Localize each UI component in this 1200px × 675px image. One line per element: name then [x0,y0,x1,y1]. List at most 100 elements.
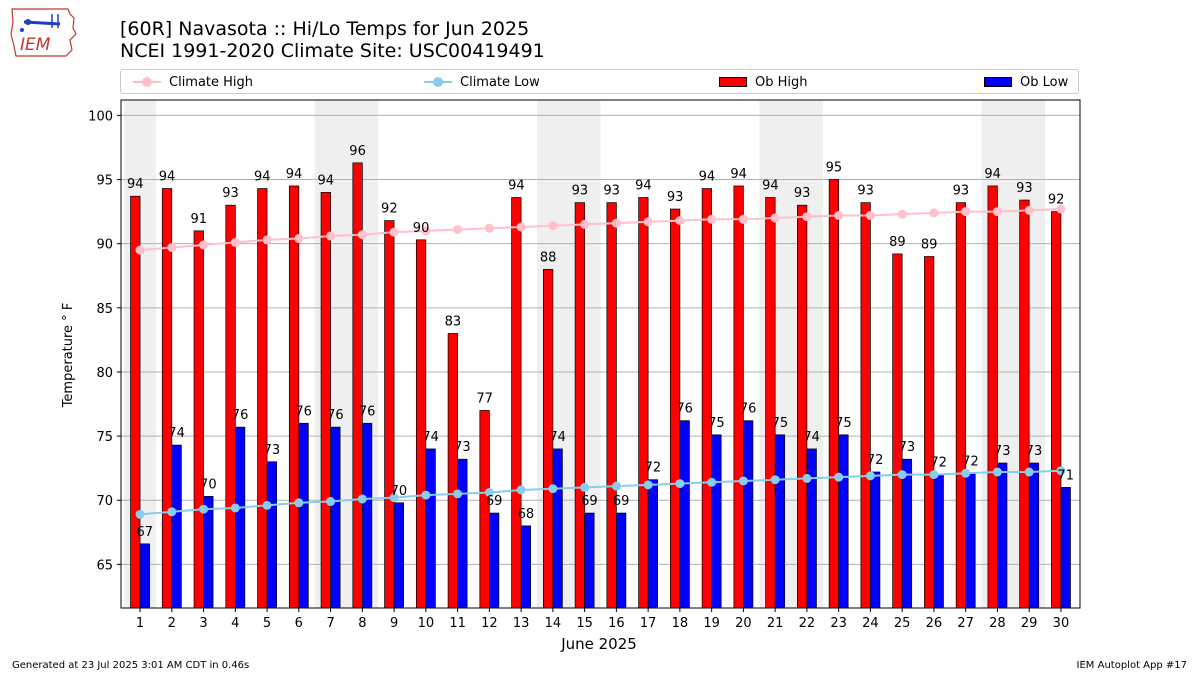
ob-low-bar [298,422,309,609]
x-tick-label: 14 [545,616,562,631]
ob-high-label: 93 [794,186,811,201]
x-tick-label: 21 [767,616,784,631]
ob-high-label: 93 [667,190,684,205]
ob-high-bar [670,208,681,609]
climate-low-point [738,476,748,486]
ob-low-label: 73 [264,443,281,458]
climate-high-point [580,219,590,229]
ob-high-bar [161,188,173,609]
chart-title: [60R] Navasota :: Hi/Lo Temps for Jun 20… [120,18,545,62]
y-tick-label: 85 [96,302,113,317]
climate-low-point [389,493,399,503]
ob-low-bar [520,525,531,609]
ob-high-bar [797,204,808,609]
title-line-1: [60R] Navasota :: Hi/Lo Temps for Jun 20… [120,18,530,40]
ob-high-label: 93 [953,184,970,199]
ob-low-bar [711,434,722,609]
ob-low-bar [838,434,849,609]
climate-low-line [139,469,1061,516]
ob-low-bar [933,474,944,609]
x-tick-label: 6 [295,616,303,631]
x-tick-label: 20 [735,616,752,631]
ob-high-label: 94 [762,178,779,193]
x-tick-label: 4 [231,616,239,631]
x-tick-label: 13 [513,616,530,631]
y-tick-label: 95 [96,174,113,189]
climate-low-swatch [424,74,452,90]
x-tick-label: 5 [263,616,271,631]
ob-high-bar [225,204,236,609]
x-tick-label: 28 [989,616,1006,631]
ob-high-label: 94 [984,167,1001,182]
ob-low-label: 75 [708,416,725,431]
ob-high-label: 90 [413,221,430,236]
ob-high-bar [701,188,712,609]
ob-low-bar [870,471,881,609]
ob-high-bar [924,256,935,609]
climate-low-point [643,480,653,490]
climate-high-point [453,225,463,235]
ob-high-label: 94 [635,178,652,193]
legend-item-climate-high: Climate High [133,74,253,90]
ob-high-bar [257,188,268,609]
climate-low-point [421,490,431,500]
climate-low-point [294,498,304,508]
x-tick-label: 2 [168,616,176,631]
weekend-shade [791,100,823,608]
ob-low-bar [330,426,341,609]
climate-low-point [897,470,907,480]
climate-low-point [199,504,209,514]
climate-low-point [1024,467,1034,477]
plot-frame [120,99,1081,609]
ob-low-label: 69 [486,494,503,509]
y-tick-label: 65 [96,558,113,573]
legend: Climate High Climate Low Ob High Ob Low [120,69,1079,94]
ob-high-label: 93 [857,184,874,199]
ob-high-swatch [719,77,747,87]
ob-low-bar [1060,487,1071,609]
ob-high-bar [542,268,554,609]
weekend-shade [981,100,1014,608]
ob-low-label: 71 [1057,468,1074,483]
ob-low-bar [266,461,277,609]
climate-high-line [139,208,1061,252]
ob-high-label: 93 [572,184,589,199]
climate-high-point [865,210,875,220]
ob-high-bar [638,197,649,609]
y-tick-label: 100 [88,109,113,124]
ob-low-label: 74 [803,430,820,445]
ob-low-label: 73 [994,444,1011,459]
ob-low-label: 76 [359,404,376,419]
climate-low-point [230,503,240,513]
ob-low-label: 69 [613,494,630,509]
x-tick-label: 24 [862,616,879,631]
legend-label-climate-high: Climate High [169,74,254,90]
ob-high-bar [892,253,903,609]
climate-high-point [1024,205,1034,215]
ob-low-label: 72 [930,456,947,471]
ob-low-bar [203,496,214,609]
climate-low-point [580,482,590,492]
y-tick-label: 75 [96,430,113,445]
climate-high-point [230,237,240,247]
legend-item-ob-high: Ob High [719,74,808,90]
ob-high-label: 94 [508,178,525,193]
climate-high-point [294,234,304,244]
climate-high-point [389,227,399,237]
ob-high-bar [288,185,300,609]
ob-high-bar [384,220,395,609]
climate-high-point [1056,204,1066,214]
ob-high-bar [415,239,427,609]
ob-high-bar [574,202,585,609]
ob-low-label: 74 [422,430,439,445]
climate-high-point [643,217,653,227]
ob-low-label: 69 [581,494,598,509]
ob-low-label: 72 [645,461,662,476]
x-tick-label: 12 [481,616,498,631]
climate-high-point [897,209,907,219]
ob-high-bar [511,197,522,609]
ob-high-bar [987,185,998,609]
logo-text: IEM [20,35,51,55]
ob-high-bar [765,197,776,609]
ob-low-label: 76 [232,408,249,423]
